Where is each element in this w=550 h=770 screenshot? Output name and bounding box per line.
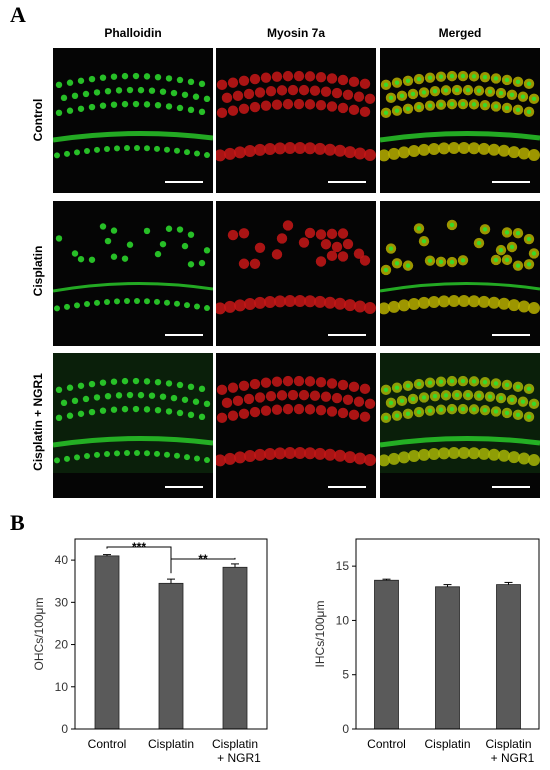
ohc-ytick-label-4: 40 [55, 553, 69, 567]
ohc-category-label-1: Cisplatin [148, 737, 194, 751]
ohc-ylabel: OHCs/100μm [32, 598, 46, 671]
ohc-significance-label-1: ** [198, 552, 208, 566]
micrograph-cisplatin-ngr1-phalloidin [53, 353, 213, 498]
ohc-plot-frame [74, 538, 268, 730]
ihc-errorbar-0 [382, 578, 391, 581]
ihc-category-label-2-1: + NGR1 [491, 751, 535, 765]
ihc-bar-1 [435, 586, 460, 730]
column-header-merged: Merged [438, 26, 482, 40]
ihc-bar-0 [374, 579, 399, 730]
ihc-errorbar-2 [504, 581, 513, 585]
ohc-significance-label-0: *** [132, 540, 146, 554]
ihc-category-label-0: Control [367, 737, 406, 751]
ohc-ytick-label-2: 20 [55, 638, 69, 652]
ohc-errorbar-2 [231, 563, 239, 568]
ohc-bar-0 [94, 555, 120, 730]
ohc-ytick-label-1: 10 [55, 680, 69, 694]
ihc-bar-chart: 0 5 10 15 IHCs/100μm Control Cisplatin Cisplati… [313, 538, 540, 765]
micrograph-control-myosin [216, 48, 376, 193]
ohc-ytick-label-0: 0 [61, 722, 68, 736]
ihc-plot-frame [355, 538, 540, 730]
row-label-control: Control [31, 98, 45, 142]
ohc-significance-bracket-1 [170, 557, 236, 574]
ihc-ylabel: IHCs/100μm [313, 601, 327, 668]
ohc-category-label-0: Control [88, 737, 127, 751]
ihc-ytick-label-2: 10 [336, 613, 350, 627]
ohc-ytick-label-3: 30 [55, 595, 69, 609]
row-label-cisplatin: Cisplatin [31, 245, 45, 297]
ihc-ytick-label-0: 0 [342, 722, 349, 736]
ohc-bar-1 [158, 582, 184, 730]
ihc-category-label-2-0: Cisplatin [485, 737, 531, 751]
ohc-category-label-2-1: + NGR1 [217, 751, 261, 765]
column-header-myosin: Myosin 7a [266, 26, 326, 40]
micrograph-control-merged [380, 48, 540, 193]
ihc-category-label-1: Cisplatin [424, 737, 470, 751]
micrograph-cisplatin-ngr1-myosin [216, 353, 376, 498]
row-label-cisplatin-ngr1: Cisplatin + NGR1 [31, 373, 45, 471]
micrograph-cisplatin-myosin [216, 201, 376, 346]
panel-a-label: A [10, 2, 26, 27]
ihc-ytick-label-3: 15 [336, 559, 350, 573]
ohc-category-label-2-0: Cisplatin [212, 737, 258, 751]
ohc-errorbar-1 [167, 578, 175, 584]
micrograph-control-phalloidin [53, 48, 213, 193]
micrograph-cisplatin-phalloidin [53, 201, 213, 346]
micrograph-cisplatin-ngr1-merged [380, 353, 540, 498]
column-header-phalloidin: Phalloidin [104, 26, 162, 40]
ihc-bar-2 [496, 584, 521, 730]
micrograph-cisplatin-merged [380, 201, 540, 346]
ohc-errorbar-0 [103, 554, 111, 556]
ihc-errorbar-1 [443, 584, 452, 587]
ihc-ytick-label-1: 5 [342, 668, 349, 682]
panel-b-label: B [10, 510, 25, 535]
ohc-bar-chart: 0 10 20 30 40 OHCs/100μm Control Cisplatin Cispl… [32, 538, 268, 765]
ohc-bar-2 [222, 566, 248, 730]
